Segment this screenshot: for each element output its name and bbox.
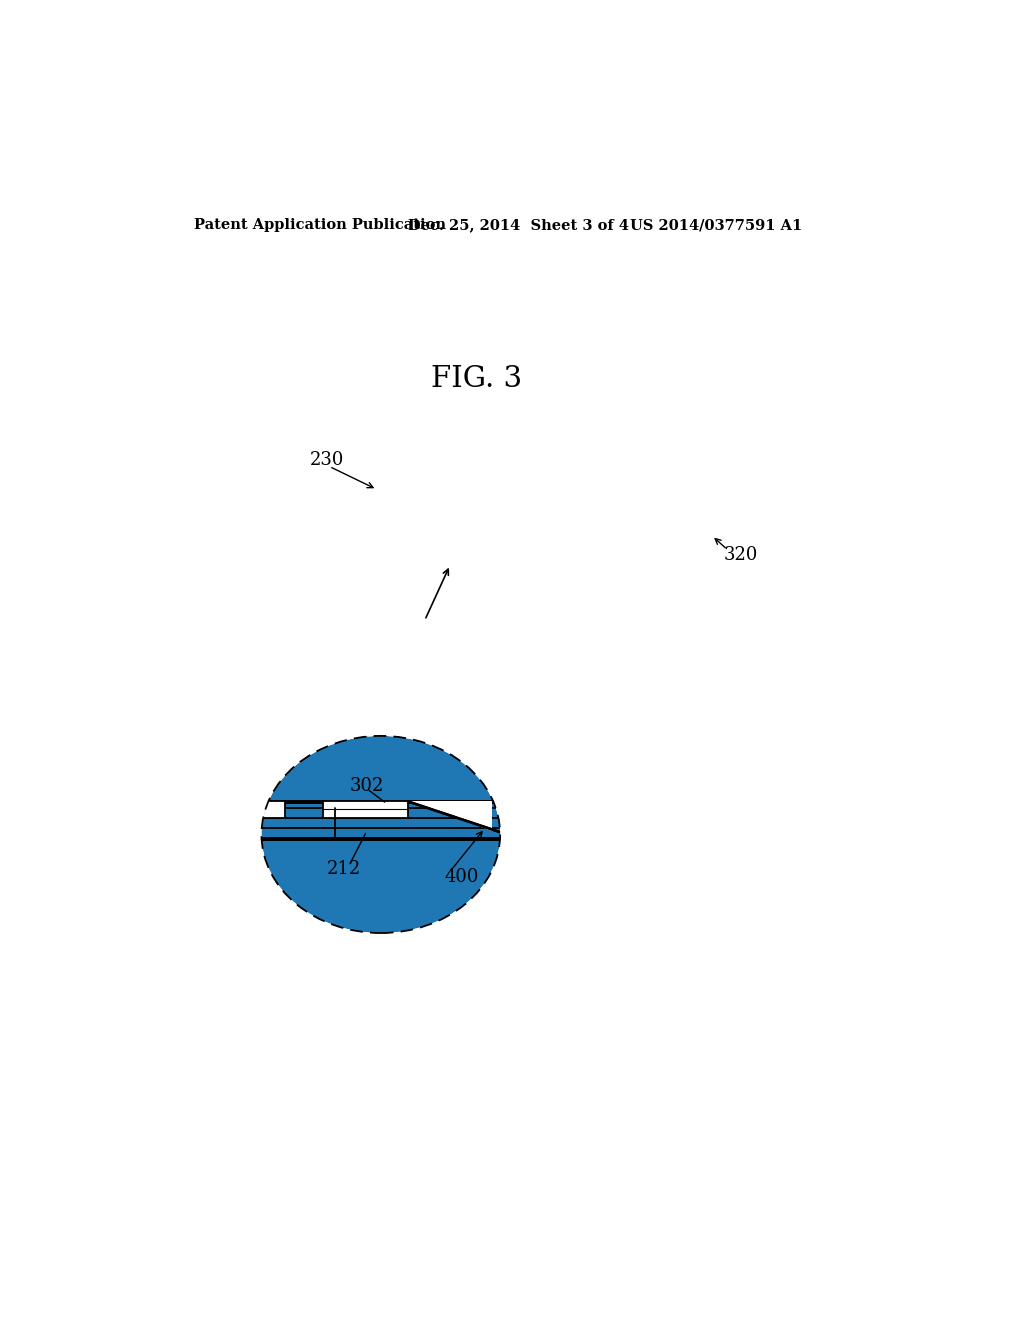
Polygon shape	[323, 801, 408, 818]
Circle shape	[488, 463, 492, 466]
Ellipse shape	[261, 737, 500, 933]
Circle shape	[478, 471, 481, 474]
Polygon shape	[282, 418, 442, 581]
Text: 302: 302	[350, 777, 384, 795]
Polygon shape	[408, 801, 493, 830]
Text: US 2014/0377591 A1: US 2014/0377591 A1	[630, 218, 802, 232]
Polygon shape	[254, 801, 285, 818]
Text: 212: 212	[327, 861, 361, 878]
Polygon shape	[677, 444, 726, 585]
Text: FIG. 3: FIG. 3	[431, 364, 522, 393]
Ellipse shape	[357, 550, 381, 568]
Polygon shape	[254, 837, 508, 841]
Ellipse shape	[261, 737, 500, 933]
Text: 230: 230	[310, 451, 344, 469]
Text: Patent Application Publication: Patent Application Publication	[194, 218, 445, 232]
Text: Dec. 25, 2014  Sheet 3 of 4: Dec. 25, 2014 Sheet 3 of 4	[408, 218, 629, 232]
Polygon shape	[282, 418, 726, 521]
Text: 320: 320	[724, 546, 758, 564]
Polygon shape	[254, 800, 508, 804]
Polygon shape	[282, 517, 726, 585]
Text: 400: 400	[444, 867, 479, 886]
Circle shape	[466, 479, 469, 482]
